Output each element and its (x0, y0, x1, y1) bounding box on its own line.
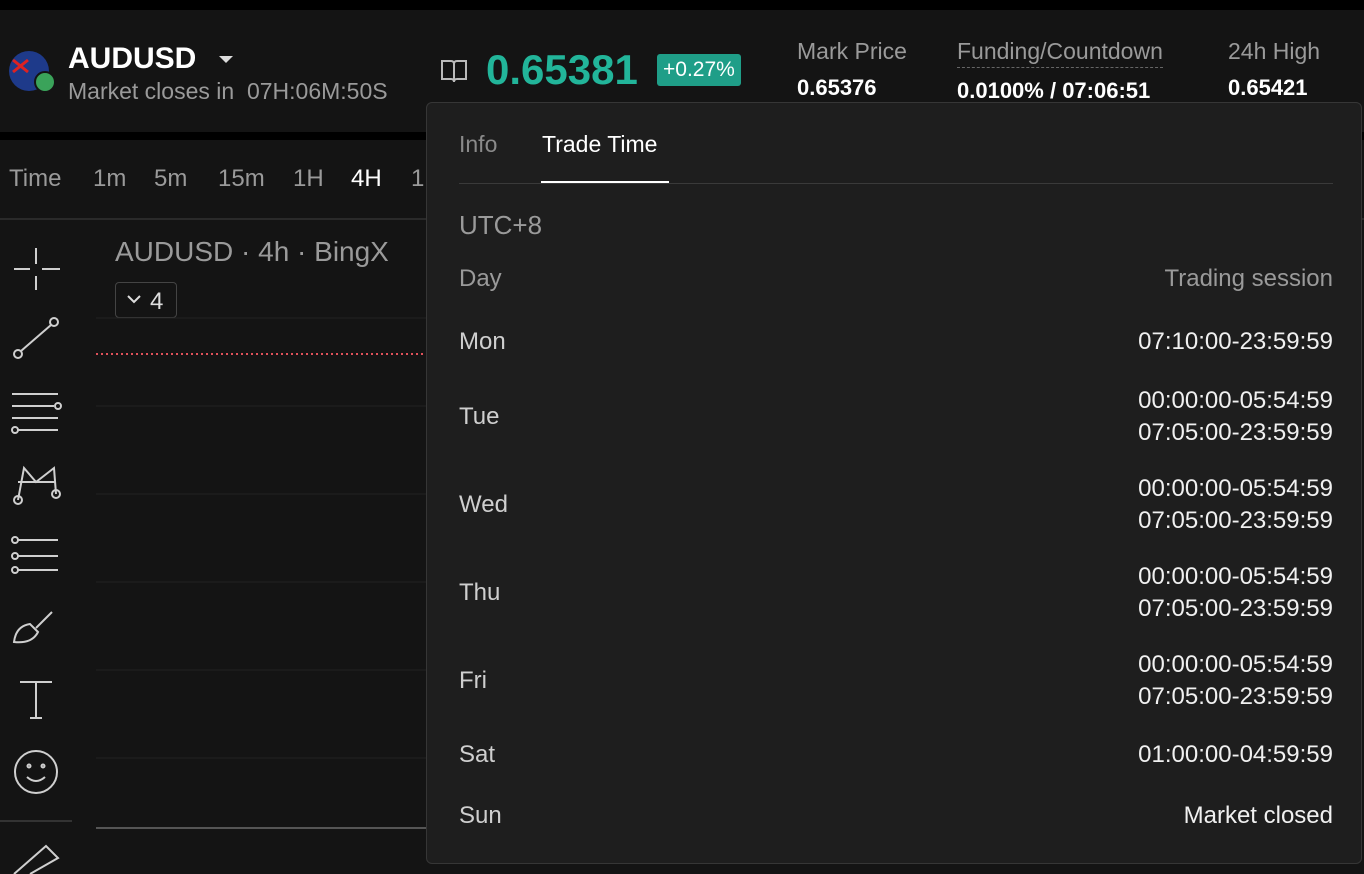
timeframe: Time (9, 165, 62, 192)
sessions: 00:00:00-05:54:59 07:05:00-23:59:59 (1138, 473, 1333, 537)
session-row: Tue 00:00:00-05:54:59 07:05:00-23:59:59 (459, 383, 1333, 451)
session-time: 00:00:00-05:54:59 (1138, 475, 1333, 502)
session-time: Market closed (1183, 802, 1333, 829)
session-time: 07:10:00-23:59:59 (1138, 328, 1333, 355)
session-row: Sat 01:00:00-04:59:59 (459, 735, 1333, 775)
symbol[interactable]: AUDUSD (68, 42, 197, 75)
timeframe[interactable]: 5m (154, 165, 188, 192)
session-row: Mon 07:10:00-23:59:59 (459, 321, 1333, 363)
stat-value: 0.65376 (797, 75, 877, 100)
timeframe[interactable]: 4H (351, 165, 382, 192)
brush-tool[interactable] (10, 604, 62, 652)
day: Wed (459, 491, 508, 518)
price: 0.65381 (486, 46, 638, 93)
sessions: 07:10:00-23:59:59 (1138, 326, 1333, 358)
emoji-tool[interactable] (10, 748, 62, 796)
tab-info[interactable]: Info (459, 131, 498, 157)
sessions: 01:00:00-04:59:59 (1138, 739, 1333, 771)
session-row: Wed 00:00:00-05:54:59 07:05:00-23:59:59 (459, 471, 1333, 539)
stat-value: 0.0100% / 07:06:51 (957, 78, 1151, 103)
chart-title: AUDUSD · 4h · BingX (115, 236, 389, 267)
session-time: 01:00:00-04:59:59 (1138, 741, 1333, 768)
indicator-count: 4 (150, 288, 164, 315)
sessions: 00:00:00-05:54:59 07:05:00-23:59:59 (1138, 385, 1333, 449)
column-day: Day (459, 265, 502, 292)
text-tool[interactable] (10, 676, 62, 724)
market-closes-label: Market closes in (68, 78, 235, 104)
parallel-tool[interactable] (10, 388, 62, 436)
sessions: 00:00:00-05:54:59 07:05:00-23:59:59 (1138, 649, 1333, 713)
header: AUDUSD Market closes in 07H:06M:50S 0.65… (0, 10, 1364, 132)
active-tab-indicator (541, 181, 669, 183)
pattern-tool[interactable] (10, 460, 62, 508)
book-icon[interactable] (440, 58, 468, 84)
sessions: 00:00:00-05:54:59 07:05:00-23:59:59 (1138, 561, 1333, 625)
chart-grid (96, 317, 436, 829)
session-time: 07:05:00-23:59:59 (1138, 683, 1333, 710)
sessions: Market closed (1184, 800, 1333, 832)
session-row: Fri 00:00:00-05:54:59 07:05:00-23:59:59 (459, 647, 1333, 715)
stat-label: Funding/Countdown (957, 38, 1163, 68)
stat: Mark Price 0.65376 (797, 38, 907, 101)
session-time: 00:00:00-05:54:59 (1138, 651, 1333, 678)
timeframe[interactable]: 15m (218, 165, 265, 192)
timeframe[interactable]: 1H (293, 165, 324, 192)
day: Thu (459, 579, 501, 606)
stat-label: Mark Price (797, 38, 907, 64)
drawing-toolbar (0, 220, 72, 874)
stat: Funding/Countdown 0.0100% / 07:06:51 (957, 38, 1163, 104)
trade-time-popup: Info Trade Time UTC+8 Day Trading session… (426, 102, 1362, 864)
day: Sun (459, 802, 502, 829)
trendline-tool[interactable] (10, 316, 62, 364)
countdown: 07H:06M:50S (246, 78, 388, 104)
session-time: 07:05:00-23:59:59 (1138, 507, 1333, 534)
day: Mon (459, 328, 506, 355)
stat: 24h High 0.65421 (1228, 38, 1320, 101)
crosshair-tool[interactable] (10, 244, 62, 296)
tab-trade-time[interactable]: Trade Time (542, 131, 658, 157)
timezone: UTC+8 (459, 210, 543, 240)
stat-value: 0.65421 (1228, 75, 1308, 100)
ruler-tool[interactable] (10, 840, 62, 874)
timeframe[interactable]: 1m (93, 165, 127, 192)
session-time: 07:05:00-23:59:59 (1138, 419, 1333, 446)
day: Fri (459, 667, 487, 694)
stat-label: 24h High (1228, 38, 1321, 64)
session-time: 07:05:00-23:59:59 (1138, 595, 1333, 622)
day: Sat (459, 741, 496, 768)
flag-icon (9, 51, 56, 93)
column-session: Trading session (1164, 265, 1333, 292)
session-row: Thu 00:00:00-05:54:59 07:05:00-23:59:59 (459, 559, 1333, 627)
session-time: 00:00:00-05:54:59 (1138, 387, 1333, 414)
session-time: 00:00:00-05:54:59 (1138, 563, 1333, 590)
dropdown-arrow[interactable] (218, 55, 234, 65)
day: Tue (459, 403, 500, 430)
change-badge: +0.27% (657, 54, 741, 86)
session-row: Sun Market closed (459, 795, 1333, 837)
fib-tool[interactable] (10, 532, 62, 580)
